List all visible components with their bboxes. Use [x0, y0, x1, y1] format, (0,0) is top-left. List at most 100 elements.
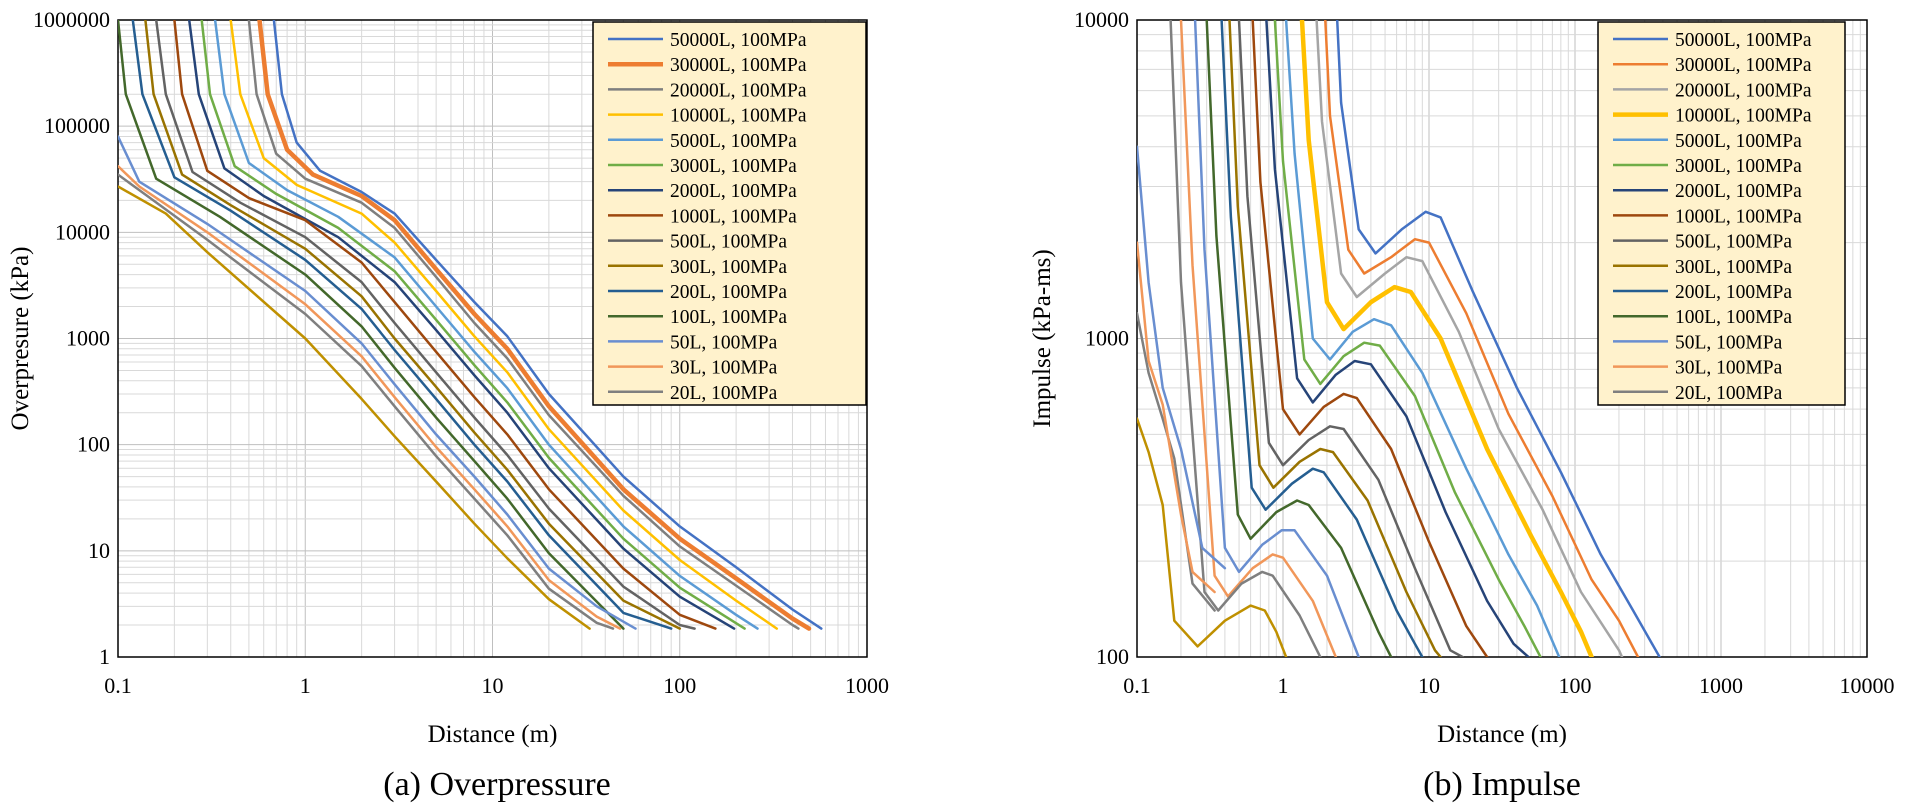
- y-tick-label: 100: [77, 432, 110, 457]
- y-tick-label: 10: [88, 538, 110, 563]
- x-tick-label: 100: [1559, 673, 1592, 698]
- legend-label: 30000L, 100MPa: [1675, 55, 1812, 76]
- legend-label: 3000L, 100MPa: [670, 156, 797, 177]
- series-line-2: [1324, 20, 1640, 657]
- x-tick-label: 1000: [1699, 673, 1743, 698]
- series-line-4: [229, 20, 779, 630]
- legend-label: 30L, 100MPa: [1675, 358, 1783, 379]
- legend-label: 50000L, 100MPa: [670, 30, 807, 51]
- series-line-4: [1299, 20, 1594, 657]
- legend-label: 10000L, 100MPa: [670, 106, 807, 127]
- x-tick-label: 10: [1418, 673, 1440, 698]
- series-line-1: [1335, 20, 1661, 657]
- legend-label: 200L, 100MPa: [670, 282, 787, 303]
- chart-2: 0.1 1 10 100 1000 10000 100 1000 10000 Distance (…: [1029, 7, 1895, 803]
- legend-label: 5000L, 100MPa: [1675, 131, 1802, 152]
- series-line-8: [1251, 20, 1489, 657]
- legend-label: 30L, 100MPa: [670, 358, 778, 379]
- series-line-14: [118, 164, 622, 630]
- series-line-5: [1284, 20, 1561, 657]
- series-line-7: [187, 20, 736, 630]
- series-line-6: [200, 20, 746, 630]
- plot-area: [1136, 19, 1868, 658]
- series-line-1: [272, 20, 823, 630]
- legend-label: 2000L, 100MPa: [1675, 181, 1802, 202]
- x-tick-label: 0.1: [1123, 673, 1151, 698]
- plot-area: [117, 19, 868, 658]
- series-line-12: [1205, 20, 1393, 657]
- series-line-16: [118, 185, 591, 630]
- series-group: [1137, 20, 1661, 657]
- y-axis-title: Impulse (kPa-ms): [1029, 249, 1056, 427]
- legend-label: 1000L, 100MPa: [1675, 206, 1802, 227]
- x-axis-title: Distance (m): [1437, 721, 1567, 748]
- x-axis-title: Distance (m): [428, 721, 558, 748]
- legend-label: 20000L, 100MPa: [1675, 80, 1812, 101]
- x-tick-label: 1: [1278, 673, 1289, 698]
- series-line-10: [1228, 20, 1442, 657]
- series-line-8: [173, 20, 717, 630]
- chart-caption: (a) Overpressure: [383, 766, 611, 803]
- legend-label: 2000L, 100MPa: [670, 181, 797, 202]
- legend-label: 100L, 100MPa: [670, 307, 787, 328]
- series-line-3: [1315, 20, 1624, 657]
- legend: 50000L, 100MPa 30000L, 100MPa 20000L, 100M…: [1597, 21, 1846, 406]
- series-line-18: [1137, 241, 1216, 594]
- series-line-5: [213, 20, 759, 630]
- series-line-15: [1169, 20, 1322, 657]
- legend-label: 20000L, 100MPa: [670, 80, 807, 101]
- chart-1: 0.1 1 10 100 1000 1 10 100 1000 10000 100000 100000…: [7, 7, 889, 803]
- series-line-13: [118, 135, 637, 630]
- x-tick-label: 1: [300, 673, 311, 698]
- series-line-3: [247, 20, 800, 630]
- legend-label: 300L, 100MPa: [1675, 257, 1792, 278]
- series-line-7: [1265, 20, 1530, 657]
- x-tick-label: 0.1: [104, 673, 132, 698]
- series-line-13: [1193, 20, 1360, 657]
- y-tick-label: 100: [1096, 644, 1129, 669]
- x-tick-label: 1000: [845, 673, 889, 698]
- series-line-10: [144, 20, 682, 630]
- y-tick-label: 10000: [55, 219, 110, 244]
- series-line-14: [1179, 20, 1338, 657]
- x-tick-label: 100: [663, 673, 696, 698]
- x-tick-label: 10: [482, 673, 504, 698]
- series-line-11: [1220, 20, 1424, 657]
- series-line-12: [118, 20, 625, 630]
- series-line-9: [1237, 20, 1464, 657]
- legend-label: 10000L, 100MPa: [1675, 106, 1812, 127]
- legend-label: 50L, 100MPa: [670, 332, 778, 353]
- legend-label: 500L, 100MPa: [1675, 232, 1792, 253]
- y-tick-label: 1: [99, 644, 110, 669]
- legend-label: 3000L, 100MPa: [1675, 156, 1802, 177]
- legend: 50000L, 100MPa 30000L, 100MPa 20000L, 100M…: [592, 21, 867, 406]
- series-line-9: [154, 20, 696, 630]
- series-line-16: [1137, 417, 1288, 657]
- y-tick-label: 10000: [1074, 7, 1129, 32]
- series-line-2: [257, 20, 812, 631]
- legend-label: 5000L, 100MPa: [670, 131, 797, 152]
- y-tick-label: 1000: [1085, 326, 1129, 351]
- y-tick-label: 1000: [66, 326, 110, 351]
- series-line-15: [118, 173, 615, 630]
- y-tick-label: 100000: [44, 113, 110, 138]
- legend-label: 20L, 100MPa: [1675, 383, 1783, 404]
- legend-label: 200L, 100MPa: [1675, 282, 1792, 303]
- legend-label: 50L, 100MPa: [1675, 332, 1783, 353]
- x-tick-label: 10000: [1840, 673, 1895, 698]
- legend-label: 100L, 100MPa: [1675, 307, 1792, 328]
- series-line-11: [131, 20, 673, 630]
- legend-label: 50000L, 100MPa: [1675, 30, 1812, 51]
- y-tick-label: 1000000: [33, 7, 110, 32]
- series-line-6: [1273, 20, 1542, 657]
- series-line-19: [1137, 145, 1227, 570]
- legend-label: 300L, 100MPa: [670, 257, 787, 278]
- legend-label: 20L, 100MPa: [670, 383, 778, 404]
- legend-label: 30000L, 100MPa: [670, 55, 807, 76]
- y-axis-title: Overpresure (kPa): [7, 247, 34, 431]
- series-group: [118, 20, 823, 631]
- legend-label: 1000L, 100MPa: [670, 206, 797, 227]
- chart-caption: (b) Impulse: [1423, 766, 1581, 803]
- legend-label: 500L, 100MPa: [670, 232, 787, 253]
